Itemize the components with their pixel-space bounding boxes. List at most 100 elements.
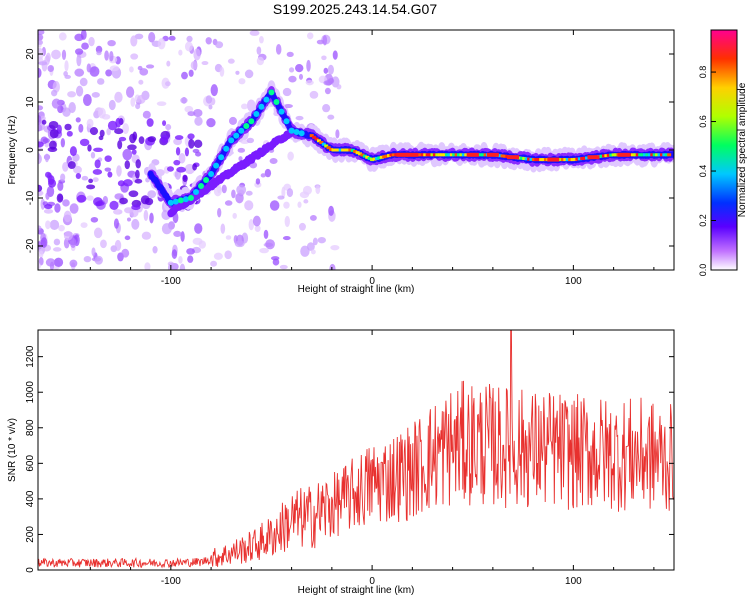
spectrogram-ridge-core xyxy=(343,148,348,152)
spectrogram-noise-blob xyxy=(277,195,285,200)
spectrogram-noise-blob xyxy=(141,231,152,240)
spectrogram-x-label: Height of straight line (km) xyxy=(298,284,415,295)
spectrogram-ridge-core xyxy=(461,153,466,157)
spectrogram-noise-blob xyxy=(49,128,59,139)
spectrogram-noise-blob xyxy=(193,108,203,118)
spectrogram-ridge-core xyxy=(572,157,577,161)
spectrogram-noise-blob xyxy=(69,237,77,249)
spectrogram-ridge-core xyxy=(645,153,650,157)
spectrogram-noise-blob xyxy=(282,87,292,97)
spectrogram-ridge-core xyxy=(348,148,353,152)
spectrogram-ridge-core xyxy=(358,152,363,156)
spectrogram-y-label: Frequency (Hz) xyxy=(7,116,18,185)
spectrogram-noise-blob xyxy=(94,159,101,169)
spectrogram-noise-blob xyxy=(45,258,56,267)
spectrogram-hot-spot xyxy=(486,152,499,157)
spectrogram-ridge-core xyxy=(655,153,660,157)
spectrogram-ridge-core xyxy=(387,154,392,158)
spectrogram-noise-blob xyxy=(67,161,76,169)
spectrogram-ridge-core xyxy=(662,153,667,157)
spectrogram-noise-blob xyxy=(88,178,94,184)
spectrogram-noise-blob xyxy=(265,239,275,250)
spectrogram-y-tick-label: -20 xyxy=(25,238,36,253)
spectrogram-noise-blob xyxy=(66,130,73,137)
spectrogram-noise-blob xyxy=(329,263,336,270)
spectrogram-ridge-core xyxy=(365,155,370,159)
spectrogram-y-tick-label: -10 xyxy=(25,190,36,205)
spectrogram-noise-blob xyxy=(106,128,111,136)
spectrogram-hot-spot xyxy=(547,157,560,162)
spectrogram-noise-blob xyxy=(53,257,64,268)
spectrogram-ridge-core xyxy=(360,153,365,157)
spectrogram-noise-blob xyxy=(38,250,44,258)
spectrogram-ridge-core xyxy=(464,153,469,157)
spectrogram-ridge-core xyxy=(263,96,270,103)
spectrogram-noise-blob xyxy=(119,197,128,205)
spectrogram-noise-blob xyxy=(52,81,60,93)
spectrogram-noise-blob xyxy=(312,237,318,246)
spectrogram-noise-blob xyxy=(58,32,67,41)
spectrogram-ridge-core xyxy=(362,154,367,158)
spectrogram-noise-blob xyxy=(41,119,47,125)
spectrogram-noise-blob xyxy=(288,67,295,73)
spectrogram-ridge-core xyxy=(298,130,305,137)
spectrogram-ridge-core xyxy=(278,108,285,115)
spectrogram-noise-blob xyxy=(198,240,206,249)
spectrogram-noise-blob xyxy=(328,205,334,216)
spectrogram-noise-blob xyxy=(246,137,255,144)
spectrogram-noise-blob xyxy=(127,144,137,151)
spectrogram-noise-blob xyxy=(86,184,96,190)
spectrogram-hot-spot xyxy=(506,155,519,160)
spectrogram-noise-blob xyxy=(310,249,316,255)
spectrogram-noise-blob xyxy=(336,84,342,90)
spectrogram-ridge-core xyxy=(640,153,645,157)
spectrogram-noise-blob xyxy=(297,201,302,208)
spectrogram-noise-blob xyxy=(323,80,333,86)
spectrogram-noise-blob xyxy=(38,184,43,192)
spectrogram-noise-blob xyxy=(166,166,174,172)
spectrogram-noise-blob xyxy=(327,64,334,75)
snr-y-tick-label: 600 xyxy=(25,455,36,472)
spectrogram-ridge-core xyxy=(248,118,255,125)
spectrogram-noise-blob xyxy=(244,200,254,211)
spectrogram-noise-blob xyxy=(139,68,149,76)
spectrogram-ridge-core xyxy=(273,99,280,105)
spectrogram-noise-blob xyxy=(57,181,64,192)
snr-x-tick-label: -100 xyxy=(161,576,181,587)
spectrogram-ridge-core xyxy=(483,153,488,157)
spectrogram-ridge-core xyxy=(527,157,532,161)
spectrogram-noise-blob xyxy=(124,160,131,170)
snr-y-label: SNR (10 * v/v) xyxy=(7,418,18,482)
spectrogram-noise-blob xyxy=(63,230,73,241)
snr-y-tick-label: 0 xyxy=(25,567,36,573)
spectrogram-ridge-core xyxy=(324,144,329,148)
spectrogram-ridge-core xyxy=(606,153,611,157)
snr-marks xyxy=(38,330,674,569)
spectrogram-ridge-core xyxy=(182,196,189,203)
spectrogram-ridge-core xyxy=(664,153,669,157)
spectrogram-noise-blob xyxy=(217,207,222,218)
spectrogram-ridge-core xyxy=(370,158,375,162)
spectrogram-noise-blob xyxy=(38,153,42,165)
spectrogram-ridge-core xyxy=(659,153,664,157)
spectrogram-noise-blob xyxy=(74,68,85,77)
spectrogram-ridge-core xyxy=(568,158,573,162)
spectrogram-noise-blob xyxy=(130,53,139,60)
spectrogram-noise-blob xyxy=(259,247,269,254)
spectrogram-noise-blob xyxy=(178,256,183,264)
spectrogram-noise-blob xyxy=(113,218,119,229)
spectrogram-noise-blob xyxy=(317,236,326,244)
spectrogram-ridge-core xyxy=(585,156,590,160)
spectrogram-noise-blob xyxy=(107,39,116,47)
spectrogram-noise-blob xyxy=(171,249,178,259)
spectrogram-noise-blob xyxy=(79,77,88,87)
snr-frame xyxy=(37,329,675,571)
spectrogram-noise-blob xyxy=(288,75,297,83)
spectrogram-noise-blob xyxy=(186,248,195,255)
spectrogram-noise-blob xyxy=(128,190,139,198)
spectrogram-noise-blob xyxy=(175,146,181,156)
spectrogram-ridge-core xyxy=(293,129,300,135)
spectrogram-noise-blob xyxy=(52,247,62,252)
spectrogram-ridge-core xyxy=(630,153,635,157)
spectrogram-noise-blob xyxy=(142,110,151,119)
